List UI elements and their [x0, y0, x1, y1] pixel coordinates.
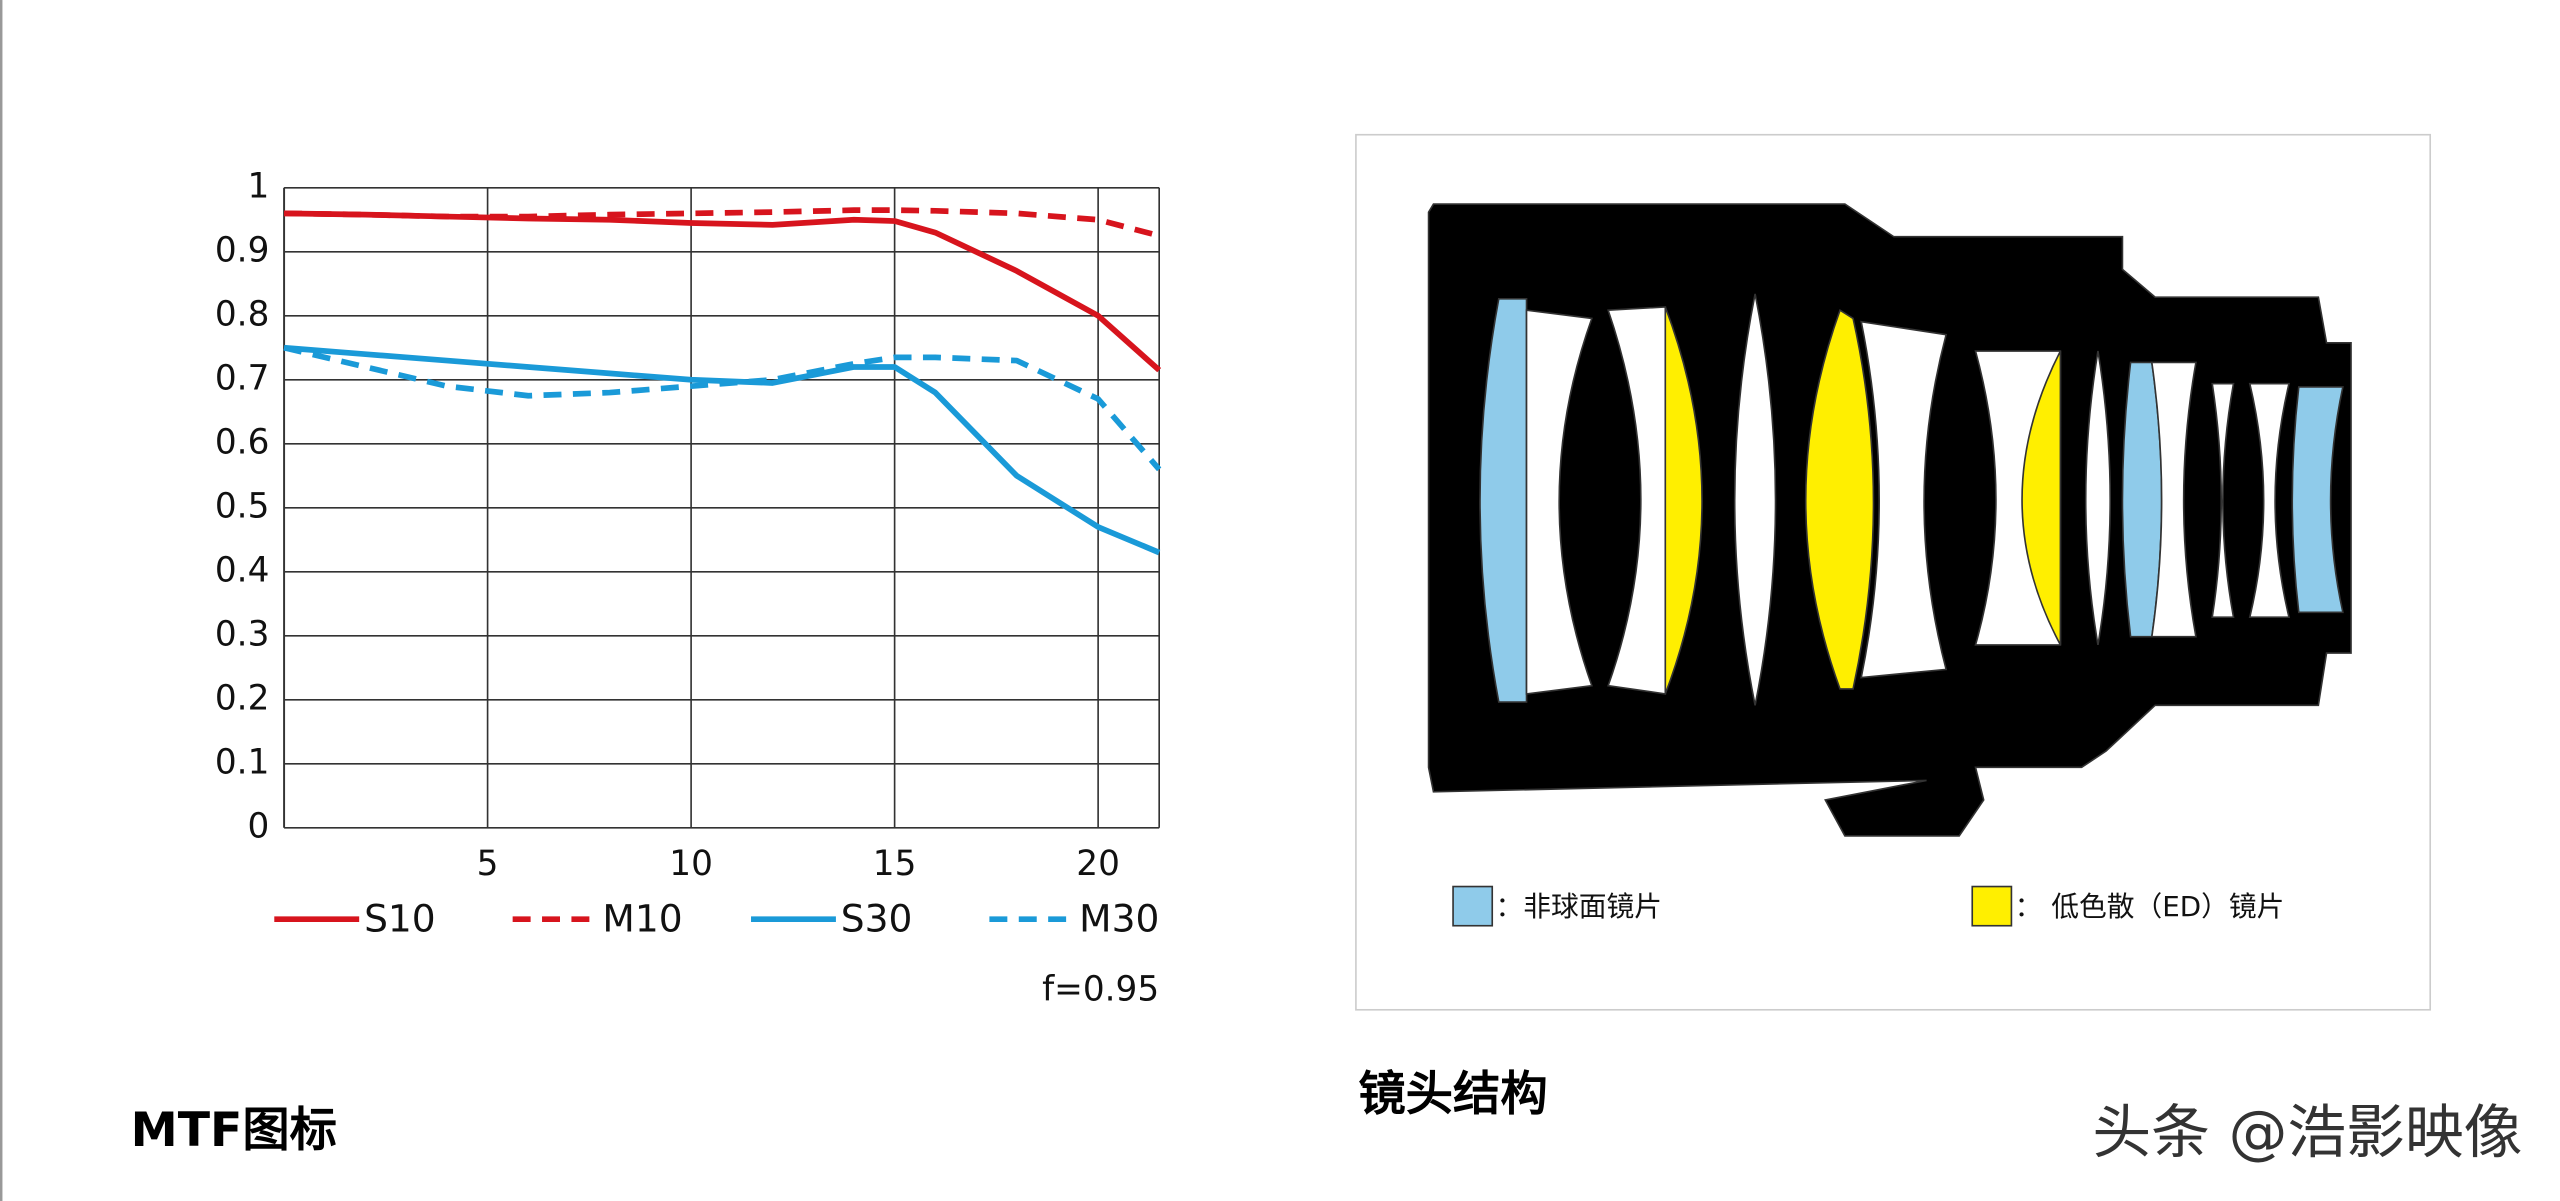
watermark: 头条 @浩影映像	[2092, 1098, 2522, 1167]
legend-swatch	[1452, 885, 1494, 927]
y-tick-label: 0.1	[215, 742, 270, 782]
legend-label: M30	[1079, 896, 1159, 940]
left-edge	[0, 0, 3, 1201]
x-tick-label: 20	[1076, 844, 1120, 884]
legend-label: S10	[364, 896, 436, 940]
x-tick-label: 15	[873, 844, 917, 884]
lens-element	[1860, 320, 1948, 679]
chart-caption: MTF图标	[131, 1103, 337, 1158]
lens-element	[1607, 306, 1667, 695]
lens-element	[2121, 361, 2163, 638]
line-series	[284, 207, 1160, 239]
legend-label: S30	[841, 896, 913, 940]
line-series	[283, 344, 1162, 472]
lens-element	[1479, 297, 1528, 703]
legend-label: ：非球面镜片	[1496, 890, 1663, 923]
legend-label: M10	[602, 896, 682, 940]
diagram-legend: ：非球面镜片 ： 低色散（ED）镜片	[1452, 885, 2285, 927]
x-tick-label: 5	[477, 844, 499, 884]
y-tick-label: 0	[248, 806, 270, 846]
lens-element	[2150, 361, 2197, 638]
lens-element	[2291, 386, 2344, 614]
y-tick-label: 0.2	[215, 678, 270, 718]
diagram-caption: 镜头结构	[1358, 1067, 1547, 1122]
legend-swatch	[1971, 885, 2013, 927]
legend-label: ： 低色散（ED）镜片	[2015, 890, 2285, 923]
x-tick-label: 10	[669, 844, 713, 884]
y-tick-label: 0.8	[215, 294, 270, 334]
y-tick-label: 0.4	[215, 550, 270, 590]
lens-element	[1804, 308, 1875, 690]
y-tick-label: 0.9	[215, 230, 270, 270]
y-tick-label: 0.5	[215, 486, 270, 526]
lens-element	[2248, 382, 2291, 618]
line-series	[283, 344, 1161, 556]
lens-element	[1525, 309, 1593, 695]
y-tick-label: 1	[248, 166, 270, 206]
line-series	[284, 210, 1162, 373]
lens-element	[1664, 306, 1703, 695]
lens-element	[1733, 293, 1777, 706]
lens-element	[2211, 382, 2235, 618]
y-tick-label: 0.6	[215, 422, 270, 462]
lens-element	[2021, 350, 2062, 646]
lens-element	[2084, 350, 2112, 646]
annotation: f=0.95	[1042, 970, 1159, 1010]
y-tick-label: 0.3	[215, 614, 270, 654]
lens-diagram	[1427, 203, 2352, 837]
y-tick-label: 0.7	[215, 358, 270, 398]
